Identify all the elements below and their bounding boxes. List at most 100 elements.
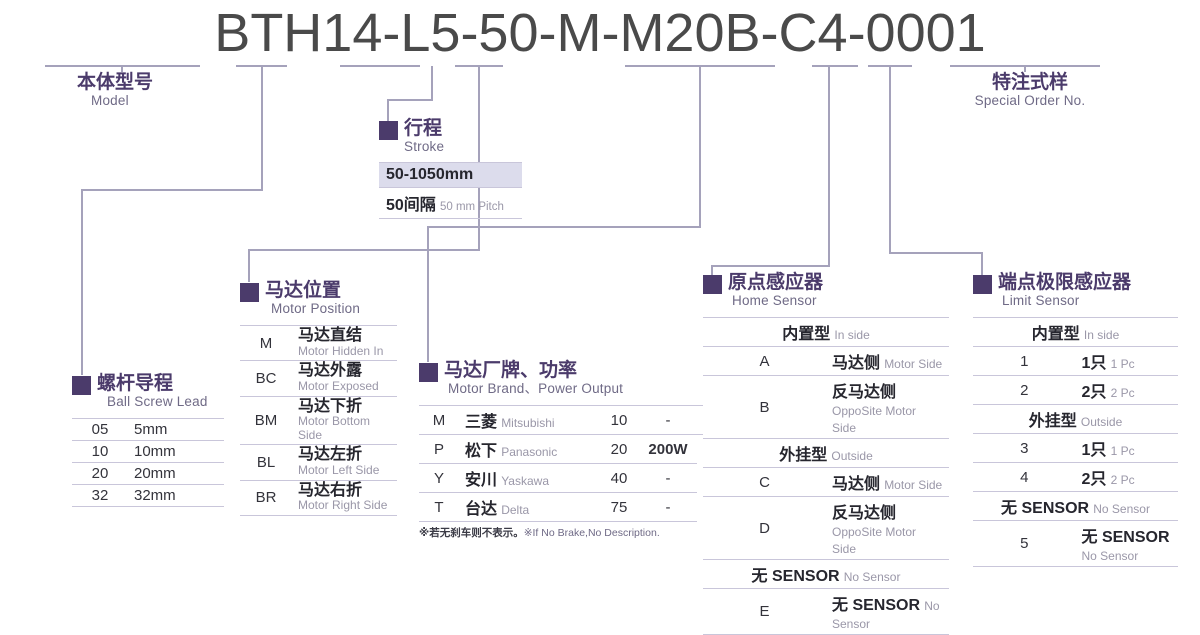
code-dash-5: - bbox=[760, 3, 779, 63]
motor-position-en: Motor Hidden In bbox=[298, 343, 384, 358]
group-motor-brand-title-cn: 马达厂牌、功率 bbox=[444, 360, 578, 381]
table-row: 内置型 In side bbox=[973, 317, 1178, 348]
home-sensor-cn: 马达侧 bbox=[832, 476, 881, 494]
motor-position-en: Motor Left Side bbox=[298, 463, 380, 478]
code-dash-6: - bbox=[847, 3, 866, 63]
brand-en: Mitsubishi bbox=[501, 416, 555, 431]
home-sensor-section-en: No Sensor bbox=[843, 570, 901, 585]
table-row: 4 2只 2 Pc bbox=[973, 462, 1178, 493]
table-row: BC 马达外露 Motor Exposed bbox=[240, 360, 397, 397]
code-segment-home-sensor: C bbox=[778, 3, 818, 63]
motor-brand-note: ※若无刹车则不表示。※If No Brake,No Description. bbox=[419, 525, 737, 540]
code-dash-4: - bbox=[601, 3, 620, 63]
ball-screw-lead-table: 05 5mm 10 10mm 20 20mm 32 32mm bbox=[72, 418, 224, 508]
stroke-pitch-en: 50 mm Pitch bbox=[439, 201, 504, 214]
group-special-order: 特注式样 Special Order No. bbox=[930, 72, 1130, 110]
table-row: 5 无 SENSOR No Sensor bbox=[973, 520, 1178, 568]
limit-sensor-section-cn: 内置型 bbox=[1031, 326, 1080, 344]
table-row: 50-1050mm bbox=[379, 162, 522, 189]
group-special-order-title-en: Special Order No. bbox=[974, 93, 1086, 109]
power-watt: - bbox=[639, 463, 697, 494]
limit-sensor-en: 2 Pc bbox=[1110, 473, 1135, 488]
home-sensor-key: B bbox=[703, 375, 826, 440]
table-row: Y 安川 Yaskawa 40 - bbox=[419, 463, 737, 494]
group-home-sensor-title-en: Home Sensor bbox=[732, 293, 817, 309]
brand-key: M bbox=[419, 405, 459, 436]
motor-position-cn: 马达外露 bbox=[298, 362, 363, 380]
limit-sensor-section-en: Outside bbox=[1080, 415, 1123, 430]
group-limit-sensor-title-en: Limit Sensor bbox=[1002, 293, 1080, 309]
bullet-square-icon bbox=[703, 275, 722, 294]
limit-sensor-section-en: No Sensor bbox=[1093, 502, 1150, 517]
motor-position-key: BM bbox=[240, 395, 292, 446]
group-home-sensor: 原点感应器 Home Sensor 内置型 In side A 马达侧 Moto… bbox=[703, 272, 949, 635]
home-sensor-key: D bbox=[703, 496, 826, 561]
power-watt: - bbox=[639, 405, 697, 436]
home-sensor-en: Motor Side bbox=[884, 357, 943, 372]
table-row: BM 马达下折 Motor Bottom Side bbox=[240, 395, 397, 446]
motor-position-en: Motor Right Side bbox=[298, 498, 388, 513]
bullet-square-icon bbox=[72, 376, 91, 395]
home-sensor-section-en: In side bbox=[834, 328, 870, 343]
group-motor-brand: 马达厂牌、功率 Motor Brand、Power Output M 三菱 Mi… bbox=[419, 360, 737, 540]
code-segment-lead: L5 bbox=[400, 3, 461, 63]
limit-sensor-section-cn: 外挂型 bbox=[1028, 413, 1077, 431]
brand-en: Yaskawa bbox=[501, 474, 549, 489]
table-row: 3 1只 1 Pc bbox=[973, 433, 1178, 464]
motor-position-en: Motor Exposed bbox=[298, 379, 379, 394]
group-stroke-title-en: Stroke bbox=[404, 139, 445, 155]
power-watt: 200W bbox=[639, 434, 697, 465]
home-sensor-en: Motor Side bbox=[884, 478, 943, 493]
table-row: P 松下 Panasonic 20 200W bbox=[419, 434, 737, 465]
table-row: B 反马达侧 OppoSite Motor Side bbox=[703, 375, 949, 440]
brand-key: P bbox=[419, 434, 459, 465]
limit-sensor-section-en: In side bbox=[1083, 328, 1120, 343]
limit-sensor-en: 2 Pc bbox=[1110, 386, 1135, 401]
limit-sensor-en: 1 Pc bbox=[1110, 357, 1135, 372]
group-home-sensor-title-cn: 原点感应器 bbox=[728, 272, 824, 293]
brand-cn: 安川 bbox=[465, 472, 498, 490]
lead-key: 20 bbox=[72, 462, 128, 486]
motor-brand-note-cn: ※若无刹车则不表示。 bbox=[419, 527, 524, 540]
limit-sensor-cn: 2只 bbox=[1081, 384, 1107, 402]
table-row: 20 20mm bbox=[72, 462, 224, 486]
code-dash-1: - bbox=[382, 3, 401, 63]
wire-stroke bbox=[387, 66, 433, 122]
home-sensor-cn: 无 SENSOR bbox=[832, 597, 921, 615]
bullet-square-icon bbox=[419, 363, 438, 382]
home-sensor-cn: 反马达侧 bbox=[832, 384, 897, 402]
home-sensor-table: 内置型 In side A 马达侧 Motor Side B 反马达侧 Oppo… bbox=[703, 317, 949, 635]
code-segment-motor-pos: M bbox=[556, 3, 602, 63]
table-row: 无 SENSOR No Sensor bbox=[703, 559, 949, 590]
code-segment-model: BTH14 bbox=[214, 3, 383, 63]
motor-brand-note-en: ※If No Brake,No Description. bbox=[523, 527, 660, 540]
stroke-range: 50-1050mm bbox=[379, 162, 522, 189]
brand-en: Panasonic bbox=[501, 445, 558, 460]
wire-lead-to-ballscrew bbox=[81, 66, 263, 375]
lead-key: 32 bbox=[72, 484, 128, 508]
group-model-title-en: Model bbox=[91, 93, 129, 109]
motor-brand-table: M 三菱 Mitsubishi 10 - B P 松下 Panasonic 20… bbox=[419, 405, 737, 523]
table-row: BL 马达左折 Motor Left Side bbox=[240, 444, 397, 481]
table-row: 05 5mm bbox=[72, 418, 224, 442]
home-sensor-en: OppoSite Motor Side bbox=[832, 404, 917, 436]
home-sensor-key: A bbox=[703, 346, 826, 377]
stroke-pitch-cn: 50间隔 bbox=[386, 197, 436, 215]
motor-position-key: BL bbox=[240, 444, 292, 481]
power-code: 20 bbox=[599, 434, 639, 465]
limit-sensor-key: 5 bbox=[973, 520, 1076, 568]
group-special-order-title-cn: 特注式样 bbox=[991, 72, 1068, 93]
group-stroke: 行程 Stroke 50-1050mm 50间隔 50 mm Pitch bbox=[379, 118, 522, 220]
limit-sensor-cn: 无 SENSOR bbox=[1081, 529, 1170, 547]
table-row: BR 马达右折 Motor Right Side bbox=[240, 479, 397, 516]
limit-sensor-en: 1 Pc bbox=[1110, 444, 1135, 459]
group-motor-position-title-cn: 马达位置 bbox=[265, 280, 342, 301]
limit-sensor-cn: 2只 bbox=[1081, 471, 1107, 489]
lead-key: 10 bbox=[72, 440, 128, 464]
table-row: A 马达侧 Motor Side bbox=[703, 346, 949, 377]
limit-sensor-cn: 1只 bbox=[1081, 355, 1107, 373]
home-sensor-key: E bbox=[703, 588, 826, 635]
limit-sensor-key: 2 bbox=[973, 375, 1076, 406]
wire-home-sensor bbox=[711, 66, 830, 275]
group-ball-screw-lead-title-cn: 螺杆导程 bbox=[97, 373, 174, 394]
